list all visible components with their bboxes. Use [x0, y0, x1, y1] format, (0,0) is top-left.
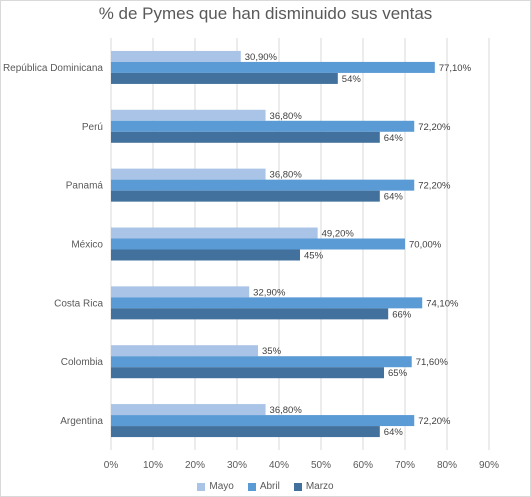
category-label: Argentina: [60, 416, 103, 427]
data-label: 64%: [384, 192, 404, 203]
bar-abril: [111, 179, 415, 191]
category-label: Colombia: [61, 357, 104, 368]
bar-marzo: [111, 190, 380, 202]
legend-swatch-marzo: [293, 482, 302, 491]
data-label: 45%: [304, 251, 324, 262]
legend-item-abril: Abril: [247, 481, 280, 492]
legend-label-abril: Abril: [259, 481, 280, 492]
data-label: 71,60%: [416, 357, 449, 368]
x-tick-label: 90%: [479, 460, 499, 471]
bar-marzo: [111, 131, 380, 143]
data-label: 36,80%: [270, 405, 303, 416]
data-label: 49,20%: [322, 229, 355, 240]
data-label: 70,00%: [409, 240, 442, 251]
data-label: 66%: [392, 309, 412, 320]
category-label: Costa Rica: [54, 298, 103, 309]
data-label: 72,20%: [418, 122, 451, 133]
data-label: 36,80%: [270, 170, 303, 181]
x-tick-label: 70%: [395, 460, 415, 471]
bar-marzo: [111, 367, 384, 379]
legend-swatch-abril: [247, 482, 256, 491]
bar-mayo: [111, 345, 258, 357]
bar-marzo: [111, 249, 300, 261]
legend-item-marzo: Marzo: [293, 481, 334, 492]
bar-abril: [111, 238, 405, 250]
category-label: Panamá: [66, 181, 104, 192]
data-label: 74,10%: [426, 298, 459, 309]
bar-abril: [111, 120, 415, 132]
data-label: 30,90%: [245, 52, 278, 63]
bar-abril: [111, 297, 423, 309]
bar-mayo: [111, 227, 318, 239]
category-label: México: [71, 240, 103, 251]
bar-mayo: [111, 168, 266, 180]
bar-mayo: [111, 50, 241, 62]
category-label: República Dominicana: [3, 63, 103, 74]
data-label: 64%: [384, 427, 404, 438]
x-tick-label: 10%: [143, 460, 163, 471]
x-tick-label: 40%: [269, 460, 289, 471]
x-tick-label: 50%: [311, 460, 331, 471]
bar-mayo: [111, 286, 250, 298]
data-label: 65%: [388, 368, 408, 379]
x-tick-label: 30%: [227, 460, 247, 471]
bar-abril: [111, 61, 435, 73]
legend-item-mayo: Mayo: [197, 481, 234, 492]
x-tick-label: 20%: [185, 460, 205, 471]
x-tick-label: 60%: [353, 460, 373, 471]
data-label: 54%: [342, 74, 362, 85]
data-label: 64%: [384, 133, 404, 144]
bar-marzo: [111, 426, 380, 438]
chart-title: % de Pymes que han disminuido sus ventas: [98, 4, 433, 23]
bar-abril: [111, 415, 415, 427]
bar-marzo: [111, 72, 338, 84]
data-label: 72,20%: [418, 416, 451, 427]
legend-label-marzo: Marzo: [305, 481, 334, 492]
x-tick-label: 0%: [104, 460, 119, 471]
x-tick-label: 80%: [437, 460, 457, 471]
bar-abril: [111, 356, 412, 368]
bar-mayo: [111, 404, 266, 416]
data-label: 36,80%: [270, 111, 303, 122]
legend-swatch-mayo: [197, 482, 206, 491]
bar-mayo: [111, 109, 266, 121]
data-label: 72,20%: [418, 181, 451, 192]
legend-label-mayo: Mayo: [209, 481, 234, 492]
bar-marzo: [111, 308, 389, 320]
data-label: 32,90%: [253, 287, 286, 298]
data-label: 35%: [262, 346, 282, 357]
chart-legend: Mayo Abril Marzo: [0, 481, 531, 492]
data-label: 77,10%: [439, 63, 472, 74]
category-label: Perú: [82, 122, 103, 133]
